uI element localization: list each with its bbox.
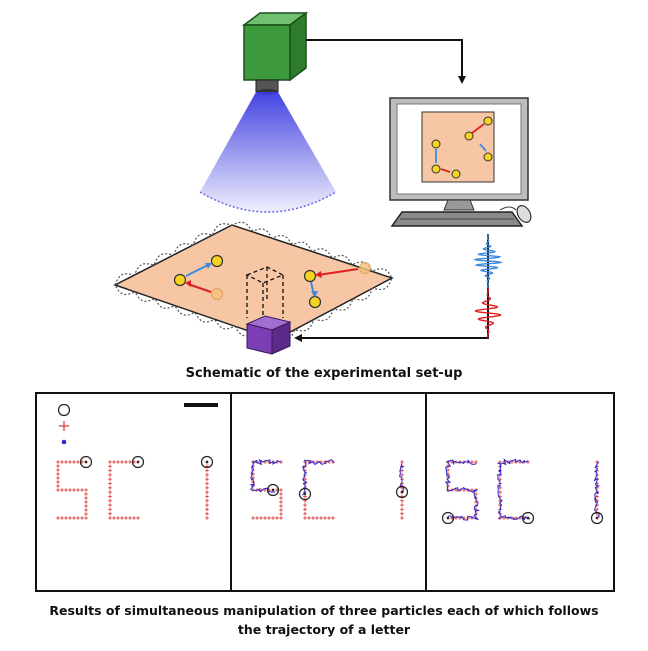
red-wave-packet <box>474 288 502 338</box>
result-panel-1 <box>56 455 214 520</box>
particle-marker <box>395 485 409 499</box>
particle-center <box>303 492 307 496</box>
result-panel-2 <box>249 458 409 520</box>
legend-target-marker <box>59 421 69 431</box>
actuator-icon <box>245 315 292 355</box>
particle-center <box>136 460 140 464</box>
trajectory-c <box>496 458 531 521</box>
target-path-i <box>205 460 209 520</box>
particle-center <box>446 516 450 520</box>
results-caption-line1: Results of simultaneous manipulation of … <box>49 603 599 618</box>
trajectory-s <box>249 458 282 493</box>
camera-icon <box>241 11 309 95</box>
particle-center <box>271 488 275 492</box>
trajectory-c <box>302 458 335 496</box>
camera-to-computer-arrow <box>306 39 466 84</box>
particle-center <box>526 516 530 520</box>
computer-monitor-icon <box>389 97 529 211</box>
particle-marker <box>590 511 604 525</box>
setup-caption: Schematic of the experimental set-up <box>185 366 463 381</box>
particle-marker <box>79 455 93 469</box>
particle-center <box>84 460 88 464</box>
particle-center <box>400 490 404 494</box>
mouse-icon <box>499 205 532 223</box>
particle-marker <box>131 455 145 469</box>
legend-particle-marker <box>57 403 71 417</box>
particle-center <box>595 516 599 520</box>
particle-marker <box>441 511 455 525</box>
results-caption: Results of simultaneous manipulation of … <box>0 601 648 639</box>
result-panel-3 <box>441 458 604 525</box>
particle-marker <box>266 483 280 497</box>
particle-marker <box>200 455 214 469</box>
keyboard-icon <box>390 211 524 227</box>
results-panel-row <box>35 392 615 592</box>
legend-trajectory-marker <box>61 439 67 445</box>
light-beam <box>200 92 336 212</box>
blue-wave-packet <box>473 234 503 288</box>
particle-marker <box>298 487 312 501</box>
particle-center <box>205 460 209 464</box>
particle-marker <box>521 511 535 525</box>
results-caption-line2: the trajectory of a letter <box>237 622 411 637</box>
scale-bar <box>184 403 218 407</box>
trajectory-i <box>593 461 600 519</box>
trajectory-s <box>444 459 481 521</box>
target-path-s <box>56 460 88 520</box>
trajectory-i <box>399 463 406 494</box>
target-path-c <box>108 460 140 520</box>
vibrating-plate <box>113 221 394 344</box>
